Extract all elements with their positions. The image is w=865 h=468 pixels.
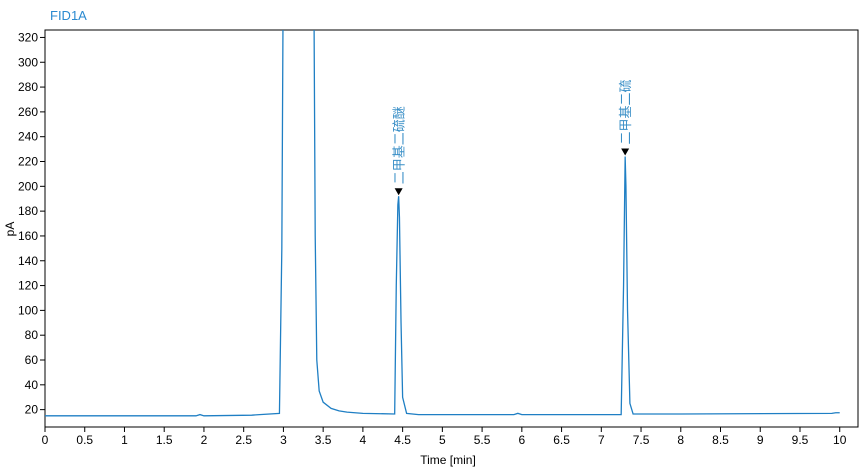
x-tick-label: 7.5 — [633, 433, 650, 447]
y-tick-label: 40 — [25, 378, 39, 392]
y-tick-label: 80 — [25, 328, 39, 342]
y-tick-label: 280 — [18, 80, 38, 94]
x-tick-label: 6 — [518, 433, 525, 447]
plot-area — [45, 30, 840, 417]
y-tick-label: 220 — [18, 155, 38, 169]
x-tick-label: 2 — [201, 433, 208, 447]
x-tick-label: 7 — [598, 433, 605, 447]
x-tick-label: 10 — [833, 433, 847, 447]
plot-frame — [44, 29, 859, 428]
y-tick-label: 240 — [18, 130, 38, 144]
y-tick-label: 20 — [25, 403, 39, 417]
y-tick-label: 320 — [18, 30, 38, 44]
y-tick-label: 300 — [18, 55, 38, 69]
x-tick-label: 2.5 — [235, 433, 252, 447]
y-tick-label: 140 — [18, 254, 38, 268]
y-tick-label: 160 — [18, 229, 38, 243]
chart-title: FID1A — [50, 8, 87, 23]
x-axis-label: Time [min] — [420, 453, 476, 467]
x-tick-label: 1.5 — [156, 433, 173, 447]
x-tick-label: 8 — [677, 433, 684, 447]
peak-marker — [621, 148, 630, 156]
y-tick-label: 260 — [18, 105, 38, 119]
x-tick-label: 3 — [280, 433, 287, 447]
x-tick-label: 4.5 — [394, 433, 411, 447]
peak-marker — [394, 188, 403, 196]
y-tick-label: 180 — [18, 204, 38, 218]
x-tick-label: 8.5 — [712, 433, 729, 447]
x-tick-label: 4 — [360, 433, 367, 447]
x-tick-label: 1 — [121, 433, 128, 447]
x-tick-label: 3.5 — [315, 433, 332, 447]
x-tick-label: 5.5 — [474, 433, 491, 447]
y-tick-label: 120 — [18, 279, 38, 293]
x-tick-label: 6.5 — [553, 433, 570, 447]
x-tick-label: 0.5 — [76, 433, 93, 447]
signal-line — [45, 30, 840, 417]
y-tick-label: 100 — [18, 303, 38, 317]
peak-label: 二甲基二硫 — [619, 80, 634, 145]
y-tick-label: 60 — [25, 353, 39, 367]
peak-label: 二甲基二硫醚 — [393, 106, 408, 184]
x-tick-label: 5 — [439, 433, 446, 447]
y-tick-label: 200 — [18, 179, 38, 193]
x-tick-label: 0 — [42, 433, 49, 447]
y-axis-label: pA — [3, 222, 17, 237]
x-tick-label: 9.5 — [792, 433, 809, 447]
x-tick-label: 9 — [757, 433, 764, 447]
